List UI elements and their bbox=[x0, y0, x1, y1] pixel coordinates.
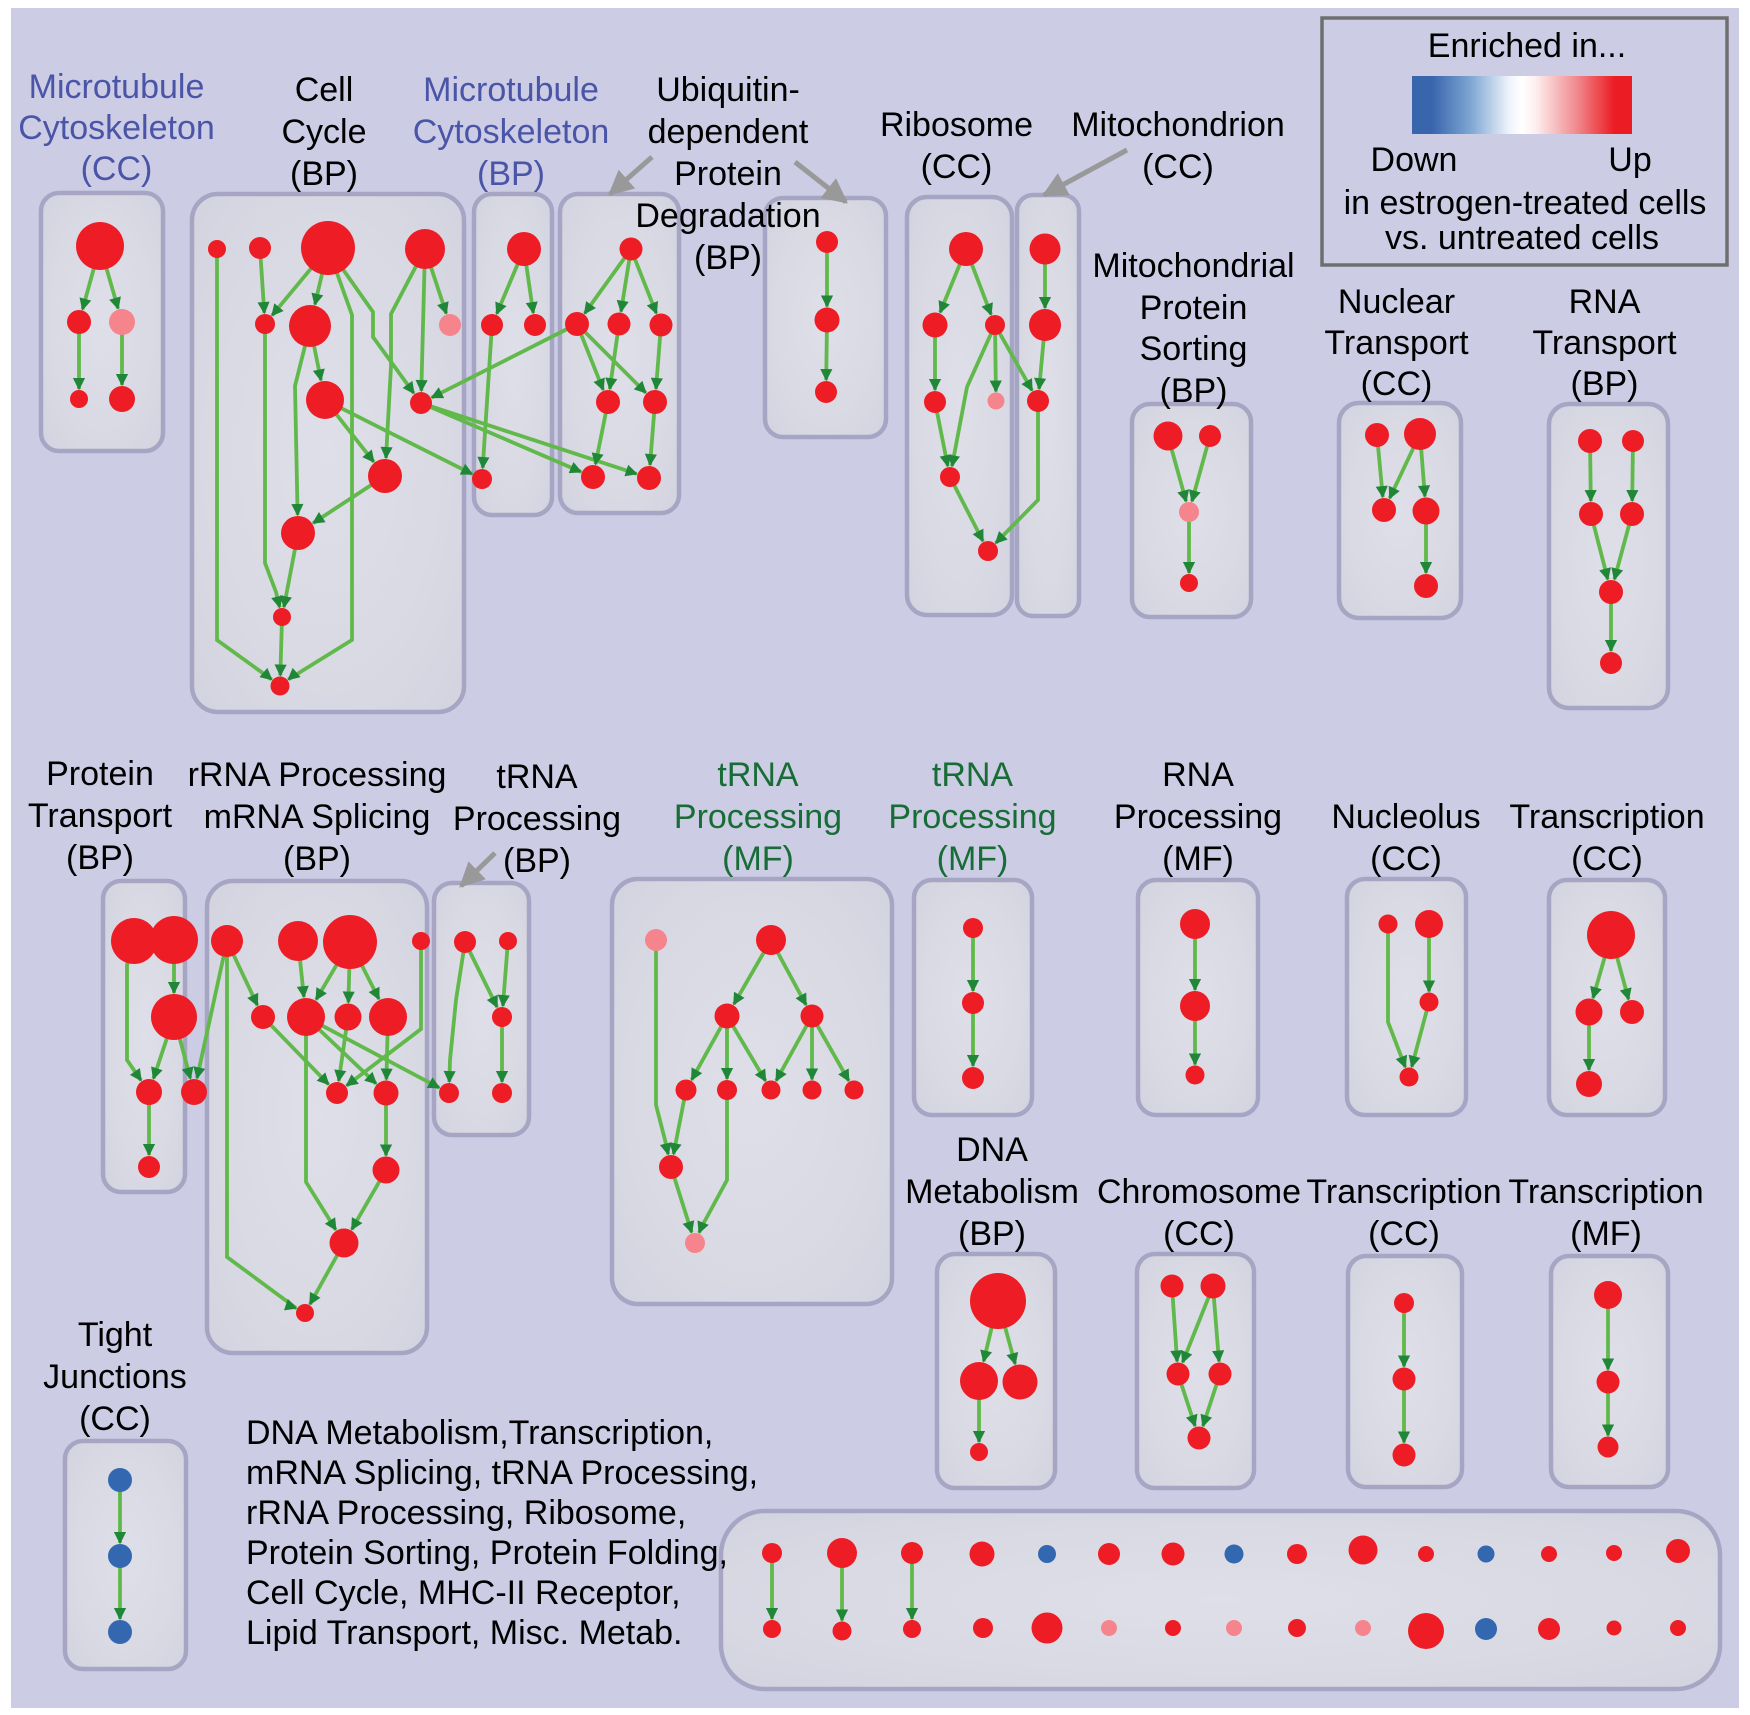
svg-text:(BP): (BP) bbox=[477, 155, 545, 193]
svg-text:(BP): (BP) bbox=[290, 155, 358, 193]
svg-text:(MF): (MF) bbox=[722, 840, 794, 878]
svg-text:(BP): (BP) bbox=[694, 239, 762, 277]
svg-text:Cytoskeleton: Cytoskeleton bbox=[413, 113, 610, 151]
svg-text:Mitochondrial: Mitochondrial bbox=[1092, 247, 1294, 285]
svg-text:Protein: Protein bbox=[674, 155, 782, 193]
svg-text:Microtubule: Microtubule bbox=[423, 71, 599, 109]
svg-text:Cycle: Cycle bbox=[281, 113, 366, 151]
svg-text:rRNA Processing, Ribosome,: rRNA Processing, Ribosome, bbox=[246, 1494, 686, 1532]
svg-text:vs. untreated cells: vs. untreated cells bbox=[1385, 219, 1659, 257]
svg-text:(CC): (CC) bbox=[81, 150, 153, 188]
svg-text:dependent: dependent bbox=[648, 113, 809, 151]
svg-text:Junctions: Junctions bbox=[43, 1358, 187, 1396]
svg-text:Processing: Processing bbox=[674, 798, 842, 836]
svg-text:(MF): (MF) bbox=[937, 840, 1009, 878]
svg-text:Cytoskeleton: Cytoskeleton bbox=[18, 109, 215, 147]
svg-text:Microtubule: Microtubule bbox=[29, 68, 205, 106]
svg-text:Ubiquitin-: Ubiquitin- bbox=[656, 71, 800, 109]
svg-text:(BP): (BP) bbox=[958, 1215, 1026, 1253]
svg-text:mRNA Splicing, tRNA Processing: mRNA Splicing, tRNA Processing, bbox=[246, 1454, 758, 1492]
svg-text:(CC): (CC) bbox=[1370, 840, 1442, 878]
svg-text:Degradation: Degradation bbox=[635, 197, 820, 235]
svg-text:Mitochondrion: Mitochondrion bbox=[1071, 106, 1285, 144]
svg-text:Enriched in...: Enriched in... bbox=[1428, 27, 1626, 65]
svg-text:DNA: DNA bbox=[956, 1131, 1028, 1169]
svg-text:(CC): (CC) bbox=[1361, 365, 1433, 403]
svg-text:mRNA Splicing: mRNA Splicing bbox=[204, 798, 431, 836]
svg-text:(BP): (BP) bbox=[1571, 365, 1639, 403]
svg-text:(CC): (CC) bbox=[1571, 840, 1643, 878]
svg-text:Processing: Processing bbox=[888, 798, 1056, 836]
svg-text:Metabolism: Metabolism bbox=[905, 1173, 1079, 1211]
svg-text:Nuclear: Nuclear bbox=[1338, 283, 1455, 321]
svg-text:tRNA: tRNA bbox=[932, 756, 1014, 794]
svg-text:rRNA Processing: rRNA Processing bbox=[188, 756, 447, 794]
svg-text:Nucleolus: Nucleolus bbox=[1331, 798, 1480, 836]
svg-text:(CC): (CC) bbox=[1163, 1215, 1235, 1253]
svg-text:Lipid Transport, Misc. Metab.: Lipid Transport, Misc. Metab. bbox=[246, 1614, 683, 1652]
svg-text:Protein Sorting, Protein Foldi: Protein Sorting, Protein Folding, bbox=[246, 1534, 728, 1572]
svg-text:tRNA: tRNA bbox=[717, 756, 799, 794]
svg-text:(BP): (BP) bbox=[66, 839, 134, 877]
svg-text:Down: Down bbox=[1371, 141, 1458, 179]
svg-text:(CC): (CC) bbox=[921, 148, 993, 186]
svg-text:DNA Metabolism,Transcription,: DNA Metabolism,Transcription, bbox=[246, 1414, 713, 1452]
svg-text:Sorting: Sorting bbox=[1140, 330, 1248, 368]
svg-text:Transcription: Transcription bbox=[1508, 1173, 1703, 1211]
svg-text:Transcription: Transcription bbox=[1306, 1173, 1501, 1211]
svg-text:(CC): (CC) bbox=[79, 1400, 151, 1438]
svg-text:Transport: Transport bbox=[28, 797, 173, 835]
svg-text:in estrogen-treated cells: in estrogen-treated cells bbox=[1344, 184, 1707, 222]
svg-text:(BP): (BP) bbox=[503, 842, 571, 880]
svg-text:Protein: Protein bbox=[1140, 289, 1248, 327]
svg-text:Transport: Transport bbox=[1324, 324, 1469, 362]
svg-text:Up: Up bbox=[1608, 141, 1651, 179]
svg-text:Processing: Processing bbox=[453, 800, 621, 838]
svg-text:Cell Cycle, MHC-II Receptor,: Cell Cycle, MHC-II Receptor, bbox=[246, 1574, 681, 1612]
svg-text:(BP): (BP) bbox=[283, 840, 351, 878]
svg-text:(MF): (MF) bbox=[1570, 1215, 1642, 1253]
svg-text:RNA: RNA bbox=[1162, 756, 1234, 794]
svg-text:Ribosome: Ribosome bbox=[880, 106, 1033, 144]
svg-text:Transcription: Transcription bbox=[1509, 798, 1704, 836]
svg-text:Cell: Cell bbox=[295, 71, 354, 109]
svg-text:Tight: Tight bbox=[78, 1316, 153, 1354]
svg-text:Chromosome: Chromosome bbox=[1097, 1173, 1301, 1211]
svg-text:Transport: Transport bbox=[1532, 324, 1677, 362]
svg-text:Protein: Protein bbox=[46, 755, 154, 793]
svg-text:Processing: Processing bbox=[1114, 798, 1282, 836]
svg-text:tRNA: tRNA bbox=[496, 758, 578, 796]
svg-text:RNA: RNA bbox=[1569, 283, 1641, 321]
svg-text:(CC): (CC) bbox=[1368, 1215, 1440, 1253]
svg-text:(BP): (BP) bbox=[1160, 372, 1228, 410]
svg-text:(CC): (CC) bbox=[1142, 148, 1214, 186]
svg-text:(MF): (MF) bbox=[1162, 840, 1234, 878]
